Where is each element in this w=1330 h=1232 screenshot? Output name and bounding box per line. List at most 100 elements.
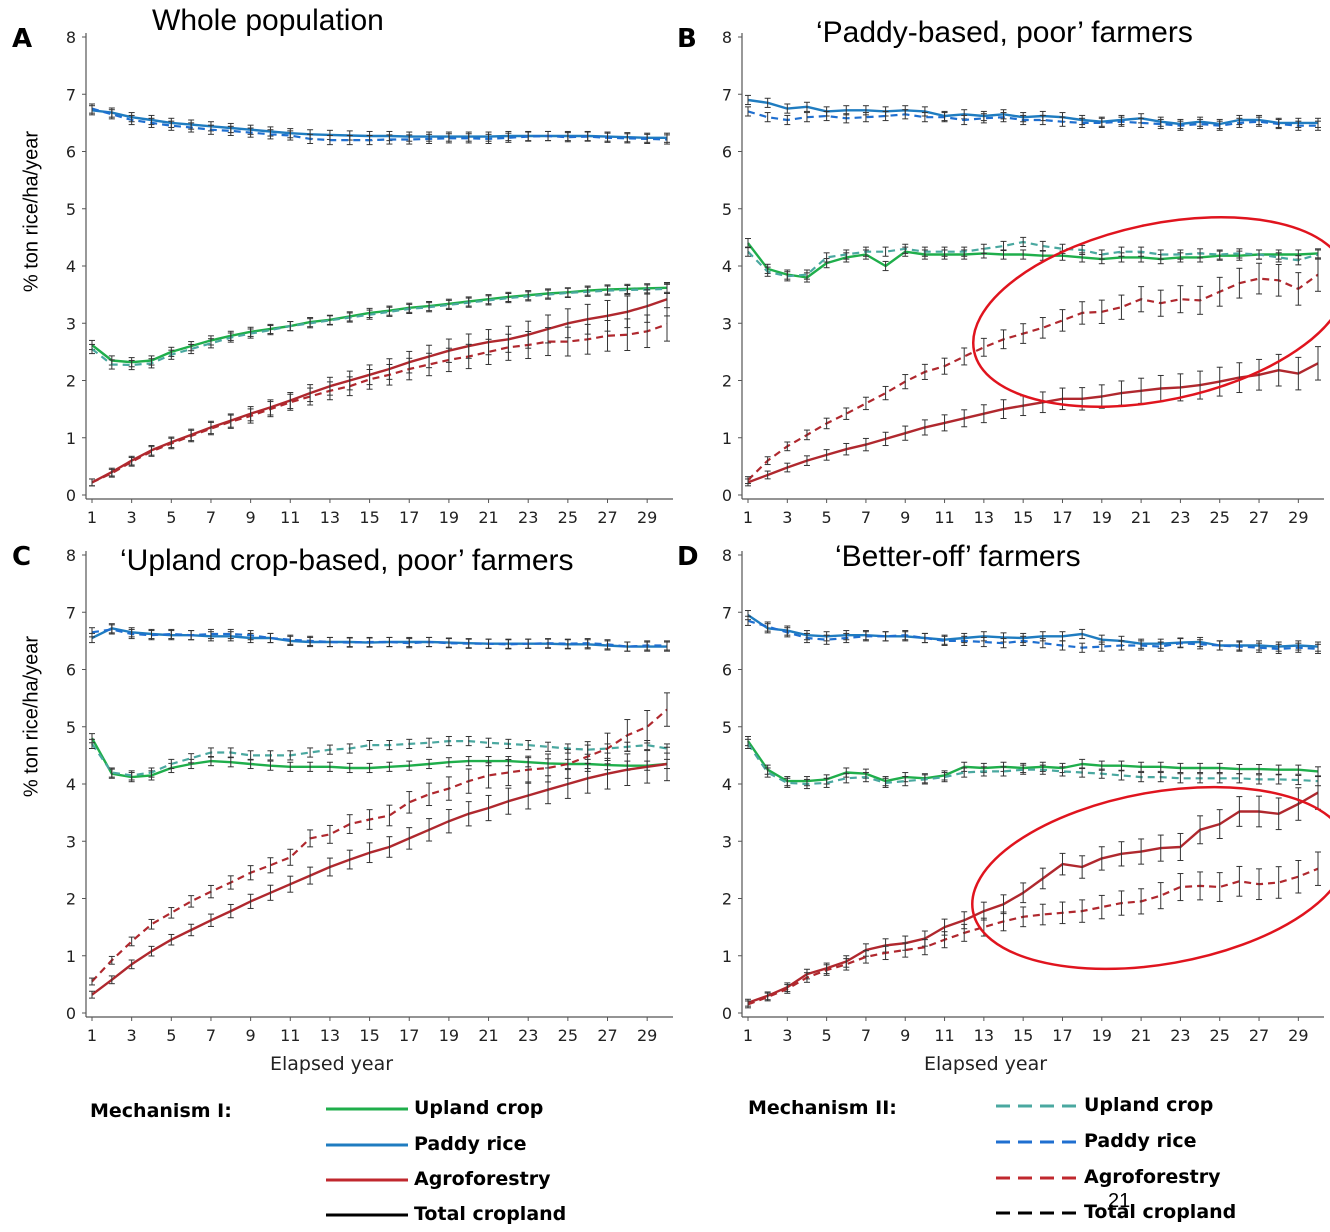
highlight-ellipse-b <box>972 216 1330 408</box>
series-line-upland-mech1-a <box>91 286 668 364</box>
x-tick-label-c: 3 <box>127 1026 137 1045</box>
y-tick-label-d: 0 <box>722 1004 732 1023</box>
x-tick-label-a: 13 <box>320 508 340 527</box>
x-tick-label-c: 11 <box>280 1026 300 1045</box>
legend-mech1-heading: Mechanism I: <box>90 1100 232 1122</box>
series-line-agro-mech2-b <box>747 273 1319 481</box>
x-tick-label-a: 23 <box>518 508 538 527</box>
legend-mech2-upland: Upland crop <box>992 1093 1272 1119</box>
y-tick-label-c: 1 <box>66 947 76 966</box>
legend-mech1-agro: Agroforestry <box>322 1167 602 1193</box>
x-tick-label-a: 1 <box>87 508 97 527</box>
legend-swatch-agro-solid <box>326 1178 408 1182</box>
x-tick-label-c: 21 <box>478 1026 498 1045</box>
x-tick-label-d: 5 <box>822 1026 832 1045</box>
y-tick-label-c: 2 <box>66 890 76 909</box>
x-tick-label-a: 21 <box>478 508 498 527</box>
y-tick-label-a: 4 <box>66 257 76 276</box>
y-axis-label-bottom: % ton rice/ha/year <box>20 635 43 798</box>
y-tick-label-d: 8 <box>722 546 732 565</box>
x-tick-label-b: 17 <box>1052 508 1072 527</box>
legend-mech2-paddy: Paddy rice <box>992 1129 1272 1155</box>
x-tick-label-c: 7 <box>206 1026 216 1045</box>
series-line-agro-mech2-d <box>747 867 1319 1006</box>
y-tick-label-a: 8 <box>66 28 76 47</box>
x-tick-label-a: 9 <box>246 508 256 527</box>
x-tick-label-a: 27 <box>597 508 617 527</box>
y-tick-label-c: 6 <box>66 661 76 680</box>
x-tick-label-a: 25 <box>558 508 578 527</box>
y-tick-label-d: 4 <box>722 775 732 794</box>
x-tick-label-b: 23 <box>1170 508 1190 527</box>
series-line-paddy-mech2-c <box>91 628 667 648</box>
legend-mech1-agro-label: Agroforestry <box>414 1168 551 1190</box>
series-line-paddy-mech1-d <box>747 614 1319 648</box>
y-tick-label-c: 7 <box>66 603 76 622</box>
x-tick-label-b: 1 <box>743 508 753 527</box>
series-line-agro-mech1-d <box>747 791 1319 1004</box>
legend-mech1-total-label: Total cropland <box>414 1203 567 1225</box>
series-line-upland-mech1-c <box>90 737 668 779</box>
legend-mech2-upland-label: Upland crop <box>1084 1094 1214 1116</box>
legend-mech1-upland: Upland crop <box>322 1096 602 1122</box>
y-tick-label-c: 5 <box>66 718 76 737</box>
x-tick-label-a: 29 <box>637 508 657 527</box>
x-tick-label-c: 15 <box>359 1026 379 1045</box>
x-tick-label-d: 27 <box>1249 1026 1269 1045</box>
y-tick-label-b: 2 <box>722 372 732 391</box>
y-tick-label-b: 0 <box>722 486 732 505</box>
x-tick-label-a: 3 <box>127 508 137 527</box>
series-line-paddy-mech2-a <box>91 107 668 142</box>
legend-swatch-upland-dashed <box>996 1104 1078 1108</box>
x-tick-label-b: 29 <box>1288 508 1308 527</box>
x-tick-label-b: 9 <box>900 508 910 527</box>
panel-letter-c: C <box>12 542 32 572</box>
y-tick-label-a: 0 <box>66 486 76 505</box>
series-line-agro-mech2-a <box>91 323 668 484</box>
x-tick-label-b: 11 <box>934 508 954 527</box>
y-axis-label-top: % ton rice/ha/year <box>20 130 43 293</box>
series-line-upland-mech2-c <box>91 739 668 777</box>
series-line-paddy-mech1-a <box>91 109 667 140</box>
y-tick-label-b: 1 <box>722 429 732 448</box>
series-line-upland-mech2-d <box>747 743 1319 786</box>
x-tick-label-a: 5 <box>166 508 176 527</box>
legend-mech1-paddy: Paddy rice <box>322 1132 602 1158</box>
legend-mech2-agro-label: Agroforestry <box>1084 1166 1221 1188</box>
page-number: 21 <box>1108 1190 1131 1212</box>
x-axis-label-c: Elapsed year <box>270 1053 394 1075</box>
x-tick-label-b: 25 <box>1210 508 1230 527</box>
x-tick-label-d: 21 <box>1131 1026 1151 1045</box>
legend-mech1-paddy-label: Paddy rice <box>414 1133 527 1155</box>
y-tick-label-a: 1 <box>66 429 76 448</box>
x-tick-label-d: 17 <box>1052 1026 1072 1045</box>
y-tick-label-a: 6 <box>66 143 76 162</box>
x-tick-label-d: 29 <box>1288 1026 1308 1045</box>
legend-mech2-total-label: Total cropland <box>1084 1201 1237 1223</box>
y-tick-label-a: 7 <box>66 85 76 104</box>
legend-swatch-agro-dashed <box>996 1176 1078 1180</box>
y-tick-label-d: 7 <box>722 603 732 622</box>
legend-swatch-paddy-solid <box>326 1143 408 1147</box>
panel-letter-b: B <box>677 24 697 54</box>
series-line-upland-mech1-d <box>747 740 1319 783</box>
x-tick-label-d: 15 <box>1013 1026 1033 1045</box>
x-tick-label-d: 25 <box>1210 1026 1230 1045</box>
series-line-upland-mech2-a <box>91 287 668 367</box>
x-tick-label-d: 23 <box>1170 1026 1190 1045</box>
x-tick-label-b: 15 <box>1013 508 1033 527</box>
x-tick-label-a: 17 <box>399 508 419 527</box>
x-tick-label-c: 5 <box>166 1026 176 1045</box>
y-tick-label-b: 5 <box>722 200 732 219</box>
y-tick-label-b: 4 <box>722 257 732 276</box>
x-tick-label-a: 11 <box>280 508 300 527</box>
x-tick-label-c: 13 <box>320 1026 340 1045</box>
x-tick-label-d: 1 <box>743 1026 753 1045</box>
y-tick-label-b: 8 <box>722 28 732 47</box>
panel-letter-a: A <box>12 24 33 54</box>
x-tick-label-c: 25 <box>558 1026 578 1045</box>
y-tick-label-b: 6 <box>722 143 732 162</box>
panel-title-c: ‘Upland crop-based, poor’ farmers <box>120 544 574 577</box>
x-tick-label-c: 27 <box>597 1026 617 1045</box>
